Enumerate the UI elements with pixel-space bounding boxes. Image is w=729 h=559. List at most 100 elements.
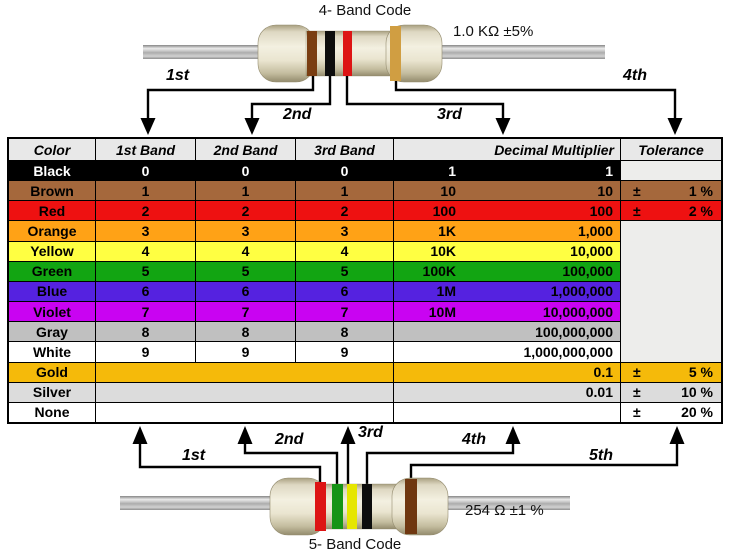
tolerance-value: 20 % xyxy=(681,404,713,421)
arrowhead-icon xyxy=(495,118,511,135)
multiplier-value: 1 xyxy=(605,162,613,179)
tolerance-sign: ± xyxy=(633,404,641,421)
table-cell-blue-band3: 6 xyxy=(296,281,393,302)
table-cell-color-green: Green xyxy=(9,261,95,281)
multiplier-value: 100,000,000 xyxy=(535,323,613,340)
table-cell-blue-band1: 6 xyxy=(96,281,195,302)
table-cell-orange-multiplier: 1K 1,000 xyxy=(394,221,620,241)
resistor-band-black xyxy=(362,484,372,529)
table-cell-none-tolerance: ±20 % xyxy=(621,402,721,422)
arrow-4th-band xyxy=(394,81,677,119)
multiplier-prefix: 100K xyxy=(422,263,456,280)
arrow-4th-band xyxy=(365,443,515,485)
table-cell-none-multiplier xyxy=(394,402,620,422)
table-cell-violet-multiplier: 10M 10,000,000 xyxy=(394,302,620,322)
five-band-resistor-value: 254 Ω ±1 % xyxy=(465,502,544,519)
table-cell-orange-band2: 3 xyxy=(196,221,295,241)
table-header-3rd-band: 3rd Band xyxy=(296,139,393,160)
multiplier-value: 0.1 xyxy=(593,364,613,381)
table-cell-brown-band1: 1 xyxy=(96,181,195,201)
table-cell-white-band1: 9 xyxy=(96,342,195,362)
table-header-decimal-multiplier: Decimal Multiplier xyxy=(394,139,620,160)
table-cell-gray-band3: 8 xyxy=(296,322,393,342)
bottom-arrowheads xyxy=(132,426,685,444)
table-cell-brown-multiplier: 10 10 xyxy=(394,181,620,201)
arrowhead-icon xyxy=(340,426,356,444)
arrow-5th-band xyxy=(409,443,679,480)
multiplier-prefix: 1 xyxy=(448,162,456,179)
table-header-tolerance: Tolerance xyxy=(621,139,721,160)
tolerance-value: 2 % xyxy=(688,202,713,219)
resistor-band-brown xyxy=(307,31,317,76)
table-header-2nd-band: 2nd Band xyxy=(196,139,295,160)
bottom-arrows xyxy=(138,443,679,485)
table-cell-blue-multiplier: 1M 1,000,000 xyxy=(394,281,620,302)
top-arrowheads xyxy=(140,118,683,135)
table-cell-silver-multiplier: 0.01 xyxy=(394,382,620,402)
multiplier-value: 1,000,000,000 xyxy=(523,343,613,360)
top-band-label-3rd: 3rd xyxy=(437,106,462,123)
resistor-band-gold xyxy=(390,26,401,81)
five-band-resistor xyxy=(120,477,570,536)
table-cell-tolerance-merged-empty xyxy=(621,221,721,362)
arrow-1st-band xyxy=(138,443,322,483)
table-cell-brown-tolerance: ±1 % xyxy=(621,181,721,201)
arrowhead-icon xyxy=(140,118,156,135)
top-band-label-2nd: 2nd xyxy=(283,106,312,123)
top-arrows xyxy=(146,76,677,119)
tolerance-value: 10 % xyxy=(681,384,713,401)
table-cell-color-gray: Gray xyxy=(9,322,95,342)
arrow-2nd-band xyxy=(250,76,332,119)
multiplier-prefix: 1K xyxy=(438,223,456,240)
table-cell-color-silver: Silver xyxy=(9,382,95,402)
table-cell-white-band3: 9 xyxy=(296,342,393,362)
table-cell-gold-multiplier: 0.1 xyxy=(394,362,620,382)
multiplier-prefix: 100 xyxy=(432,202,456,219)
resistor-band-red xyxy=(315,482,326,531)
resistor-band-black xyxy=(325,31,335,76)
four-band-resistor xyxy=(143,24,605,83)
table-cell-yellow-multiplier: 10K 10,000 xyxy=(394,241,620,261)
multiplier-value: 10,000,000 xyxy=(542,303,613,320)
multiplier-value: 1,000 xyxy=(577,223,613,240)
top-band-label-4th: 4th xyxy=(623,67,647,84)
tolerance-value: 5 % xyxy=(688,364,713,381)
bottom-band-label-3rd: 3rd xyxy=(358,424,383,441)
arrowhead-icon xyxy=(505,426,521,444)
bottom-band-label-5th: 5th xyxy=(589,447,613,464)
resistor-band-red xyxy=(343,31,352,76)
table-cell-color-orange: Orange xyxy=(9,221,95,241)
multiplier-prefix: 10M xyxy=(428,303,456,320)
table-cell-black-band1: 0 xyxy=(96,161,195,181)
table-cell-red-tolerance: ±2 % xyxy=(621,201,721,221)
table-cell-gray-band1: 8 xyxy=(96,322,195,342)
arrow-3rd-band xyxy=(345,76,505,119)
bottom-band-label-4th: 4th xyxy=(462,431,486,448)
multiplier-value: 1,000,000 xyxy=(550,283,613,300)
tolerance-sign: ± xyxy=(633,384,641,401)
table-cell-color-blue: Blue xyxy=(9,281,95,302)
arrow-2nd-band xyxy=(243,443,339,485)
table-cell-black-band2: 0 xyxy=(196,161,295,181)
multiplier-value: 100 xyxy=(589,202,613,219)
arrowhead-icon xyxy=(669,426,685,444)
multiplier-prefix: 1M xyxy=(436,283,456,300)
four-band-code-title: 4- Band Code xyxy=(318,2,412,19)
multiplier-value: 10 xyxy=(597,182,613,199)
table-cell-violet-band1: 7 xyxy=(96,302,195,322)
color-code-table: Color 1st Band 2nd Band 3rd Band Decimal Mul… xyxy=(7,137,723,424)
table-cell-gray-multiplier: 100,000,000 xyxy=(394,322,620,342)
table-cell-none-bands-merged xyxy=(96,402,393,422)
table-cell-red-band1: 2 xyxy=(96,201,195,221)
table-cell-white-band2: 9 xyxy=(196,342,295,362)
table-header-1st-band: 1st Band xyxy=(96,139,195,160)
tolerance-sign: ± xyxy=(633,182,641,199)
table-cell-color-none: None xyxy=(9,402,95,422)
four-band-resistor-value: 1.0 KΩ ±5% xyxy=(453,23,534,40)
table-cell-gold-tolerance: ±5 % xyxy=(621,362,721,382)
bottom-band-label-2nd: 2nd xyxy=(275,431,304,448)
table-cell-yellow-band2: 4 xyxy=(196,241,295,261)
multiplier-value: 0.01 xyxy=(585,384,613,401)
